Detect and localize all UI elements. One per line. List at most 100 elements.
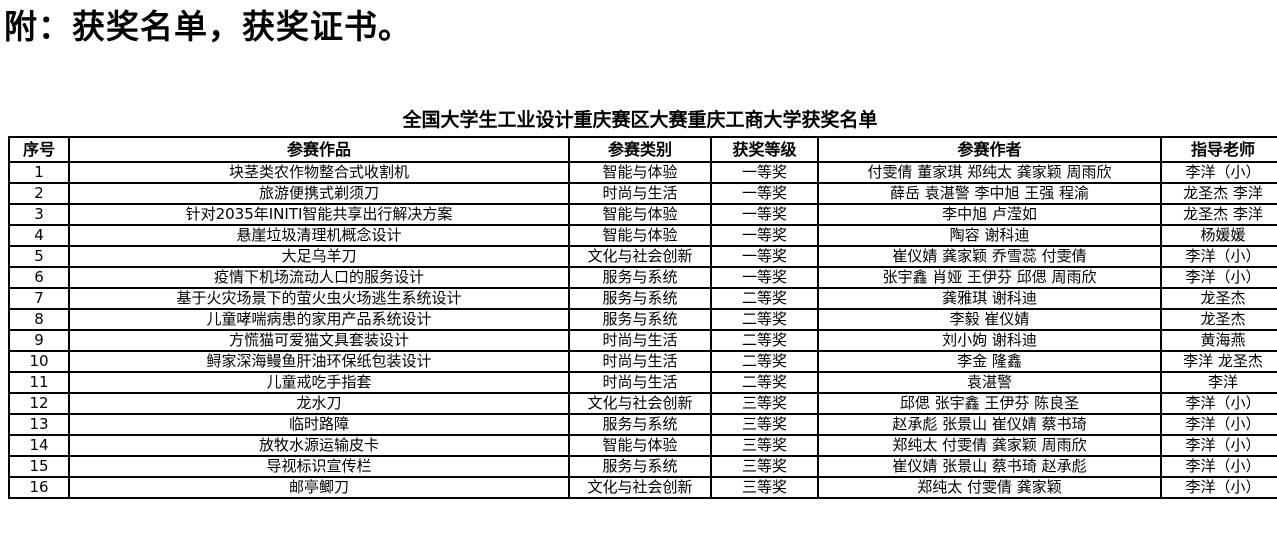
entry-category-cell: 时尚与生活 <box>568 350 712 373</box>
row-number-cell: 6 <box>8 266 70 289</box>
entry-authors-cell: 李金 隆鑫 <box>817 350 1162 373</box>
table-row: 10 鲟家深海鳗鱼肝油环保纸包装设计 时尚与生活 二等奖 李金 隆鑫 李洋 龙圣杰 <box>8 350 1277 373</box>
entry-work-cell: 块茎类农作物整合式收割机 <box>68 161 570 184</box>
entry-category-cell: 服务与系统 <box>568 455 712 478</box>
table-row: 13 临时路障 服务与系统 三等奖 赵承彪 张景山 崔仪婧 蔡书琦 李洋（小） <box>8 413 1277 436</box>
entry-authors-cell: 李毅 崔仪婧 <box>817 308 1162 331</box>
entry-authors-cell: 郑纯太 付雯倩 龚家颖 周雨欣 <box>817 434 1162 457</box>
row-number-cell: 4 <box>8 224 70 247</box>
entry-work-cell: 旅游便携式剃须刀 <box>68 182 570 205</box>
entry-work-cell: 针对2035年INITI智能共享出行解决方案 <box>68 203 570 226</box>
table-row: 11 儿童戒吃手指套 时尚与生活 二等奖 袁湛警 李洋 <box>8 371 1277 394</box>
row-number-cell: 1 <box>8 161 70 184</box>
table-row: 4 悬崖垃圾清理机概念设计 智能与体验 一等奖 陶容 谢科迪 杨媛媛 <box>8 224 1277 247</box>
entry-authors-cell: 邱偲 张宇鑫 王伊芬 陈良圣 <box>817 392 1162 415</box>
table-row: 6 疫情下机场流动人口的服务设计 服务与系统 一等奖 张宇鑫 肖娅 王伊芬 邱偲 周雨欣… <box>8 266 1277 289</box>
row-number-cell: 2 <box>8 182 70 205</box>
entry-authors-cell: 崔仪婧 龚家颖 乔雪蕊 付雯倩 <box>817 245 1162 268</box>
table-row: 14 放牧水源运输皮卡 智能与体验 三等奖 郑纯太 付雯倩 龚家颖 周雨欣 李洋（小） <box>8 434 1277 457</box>
award-level-cell: 三等奖 <box>710 392 819 415</box>
advisor-cell: 李洋 龙圣杰 <box>1160 350 1277 373</box>
entry-category-cell: 时尚与生活 <box>568 329 712 352</box>
advisor-cell: 李洋（小） <box>1160 476 1277 499</box>
advisor-cell: 黄海燕 <box>1160 329 1277 352</box>
col-header-advisor: 指导老师 <box>1160 136 1277 163</box>
entry-work-cell: 邮亭鲫刀 <box>68 476 570 499</box>
award-table-body: 1 块茎类农作物整合式收割机 智能与体验 一等奖 付雯倩 董家琪 郑纯太 龚家颖 周雨欣… <box>8 161 1277 499</box>
row-number-cell: 7 <box>8 287 70 310</box>
entry-category-cell: 服务与系统 <box>568 413 712 436</box>
col-header-no: 序号 <box>8 136 70 163</box>
row-number-cell: 5 <box>8 245 70 268</box>
entry-category-cell: 文化与社会创新 <box>568 476 712 499</box>
entry-category-cell: 文化与社会创新 <box>568 245 712 268</box>
award-level-cell: 一等奖 <box>710 245 819 268</box>
award-level-cell: 二等奖 <box>710 287 819 310</box>
table-row: 3 针对2035年INITI智能共享出行解决方案 智能与体验 一等奖 李中旭 卢滢如 龙圣… <box>8 203 1277 226</box>
award-level-cell: 二等奖 <box>710 329 819 352</box>
entry-work-cell: 基于火灾场景下的萤火虫火场逃生系统设计 <box>68 287 570 310</box>
entry-category-cell: 服务与系统 <box>568 287 712 310</box>
advisor-cell: 李洋（小） <box>1160 245 1277 268</box>
entry-category-cell: 时尚与生活 <box>568 371 712 394</box>
table-row: 8 儿童哮喘病患的家用产品系统设计 服务与系统 二等奖 李毅 崔仪婧 龙圣杰 <box>8 308 1277 331</box>
entry-category-cell: 智能与体验 <box>568 203 712 226</box>
col-header-award: 获奖等级 <box>710 136 819 163</box>
advisor-cell: 李洋（小） <box>1160 413 1277 436</box>
table-row: 7 基于火灾场景下的萤火虫火场逃生系统设计 服务与系统 二等奖 龚雅琪 谢科迪 龙圣杰 <box>8 287 1277 310</box>
row-number-cell: 15 <box>8 455 70 478</box>
entry-authors-cell: 崔仪婧 张景山 蔡书琦 赵承彪 <box>817 455 1162 478</box>
award-table: 序号 参赛作品 参赛类别 获奖等级 参赛作者 指导老师 1 块茎类农作物整合式收割… <box>8 136 1277 499</box>
advisor-cell: 李洋（小） <box>1160 455 1277 478</box>
entry-category-cell: 服务与系统 <box>568 266 712 289</box>
row-number-cell: 12 <box>8 392 70 415</box>
advisor-cell: 龙圣杰 李洋 <box>1160 182 1277 205</box>
row-number-cell: 9 <box>8 329 70 352</box>
entry-authors-cell: 张宇鑫 肖娅 王伊芬 邱偲 周雨欣 <box>817 266 1162 289</box>
table-row: 15 导视标识宣传栏 服务与系统 三等奖 崔仪婧 张景山 蔡书琦 赵承彪 李洋（小） <box>8 455 1277 478</box>
row-number-cell: 16 <box>8 476 70 499</box>
advisor-cell: 李洋 <box>1160 371 1277 394</box>
entry-authors-cell: 李中旭 卢滢如 <box>817 203 1162 226</box>
advisor-cell: 杨媛媛 <box>1160 224 1277 247</box>
entry-work-cell: 导视标识宣传栏 <box>68 455 570 478</box>
page-heading: 附：获奖名单，获奖证书。 <box>4 7 412 46</box>
row-number-cell: 3 <box>8 203 70 226</box>
award-level-cell: 一等奖 <box>710 203 819 226</box>
entry-work-cell: 临时路障 <box>68 413 570 436</box>
entry-work-cell: 大足乌羊刀 <box>68 245 570 268</box>
entry-authors-cell: 赵承彪 张景山 崔仪婧 蔡书琦 <box>817 413 1162 436</box>
award-level-cell: 一等奖 <box>710 266 819 289</box>
entry-work-cell: 方慌猫可爱猫文具套装设计 <box>68 329 570 352</box>
table-row: 2 旅游便携式剃须刀 时尚与生活 一等奖 薛岳 袁湛警 李中旭 王强 程渝 龙圣杰 李洋 <box>8 182 1277 205</box>
entry-category-cell: 智能与体验 <box>568 224 712 247</box>
award-level-cell: 二等奖 <box>710 350 819 373</box>
entry-category-cell: 智能与体验 <box>568 434 712 457</box>
advisor-cell: 李洋（小） <box>1160 266 1277 289</box>
row-number-cell: 11 <box>8 371 70 394</box>
entry-authors-cell: 陶容 谢科迪 <box>817 224 1162 247</box>
advisor-cell: 李洋（小） <box>1160 161 1277 184</box>
award-level-cell: 三等奖 <box>710 476 819 499</box>
entry-category-cell: 文化与社会创新 <box>568 392 712 415</box>
award-level-cell: 三等奖 <box>710 413 819 436</box>
advisor-cell: 龙圣杰 李洋 <box>1160 203 1277 226</box>
award-level-cell: 三等奖 <box>710 455 819 478</box>
entry-category-cell: 时尚与生活 <box>568 182 712 205</box>
award-level-cell: 三等奖 <box>710 434 819 457</box>
award-level-cell: 一等奖 <box>710 224 819 247</box>
entry-work-cell: 放牧水源运输皮卡 <box>68 434 570 457</box>
advisor-cell: 龙圣杰 <box>1160 308 1277 331</box>
advisor-cell: 李洋（小） <box>1160 434 1277 457</box>
award-level-cell: 一等奖 <box>710 161 819 184</box>
award-level-cell: 二等奖 <box>710 371 819 394</box>
row-number-cell: 10 <box>8 350 70 373</box>
advisor-cell: 龙圣杰 <box>1160 287 1277 310</box>
document-page: { "page": { "heading": "附：获奖名单，获奖证书。" },… <box>0 6 1277 535</box>
table-row: 1 块茎类农作物整合式收割机 智能与体验 一等奖 付雯倩 董家琪 郑纯太 龚家颖 周雨欣… <box>8 161 1277 184</box>
row-number-cell: 13 <box>8 413 70 436</box>
entry-authors-cell: 龚雅琪 谢科迪 <box>817 287 1162 310</box>
advisor-cell: 李洋（小） <box>1160 392 1277 415</box>
table-row: 9 方慌猫可爱猫文具套装设计 时尚与生活 二等奖 刘小姁 谢科迪 黄海燕 <box>8 329 1277 352</box>
entry-category-cell: 智能与体验 <box>568 161 712 184</box>
